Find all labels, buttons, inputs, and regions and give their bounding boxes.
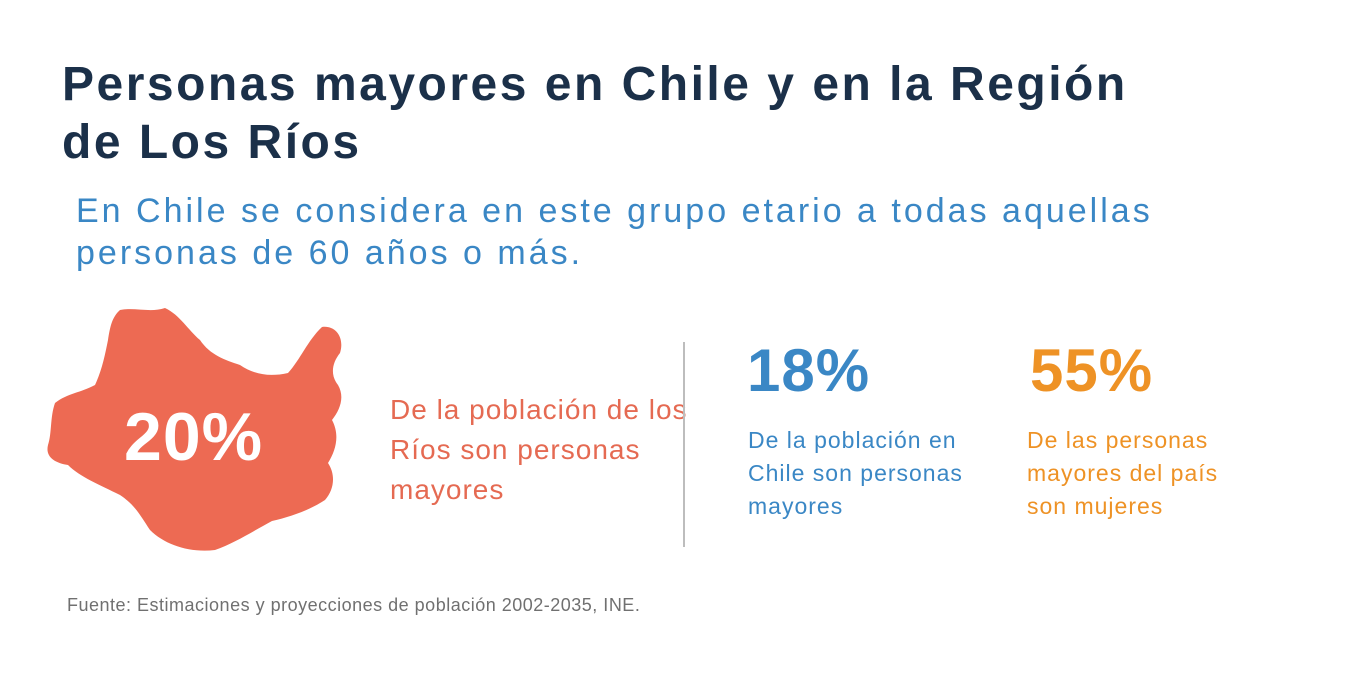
women-percent: 55% [1030,337,1154,404]
page-title: Personas mayores en Chile y en la Región… [62,58,1128,169]
region-map-shape [47,308,342,551]
chile-percent: 18% [747,337,871,404]
source-note: Fuente: Estimaciones y proyecciones de p… [67,595,641,615]
women-description: De las personas mayores del país son muj… [1027,427,1219,519]
region-percent: 20% [124,399,264,475]
page-subtitle: En Chile se considera en este grupo etar… [76,192,1153,272]
region-description: De la población de los Ríos son personas… [390,394,688,505]
chile-description: De la población en Chile son personas ma… [748,427,963,519]
vertical-divider [683,342,685,547]
